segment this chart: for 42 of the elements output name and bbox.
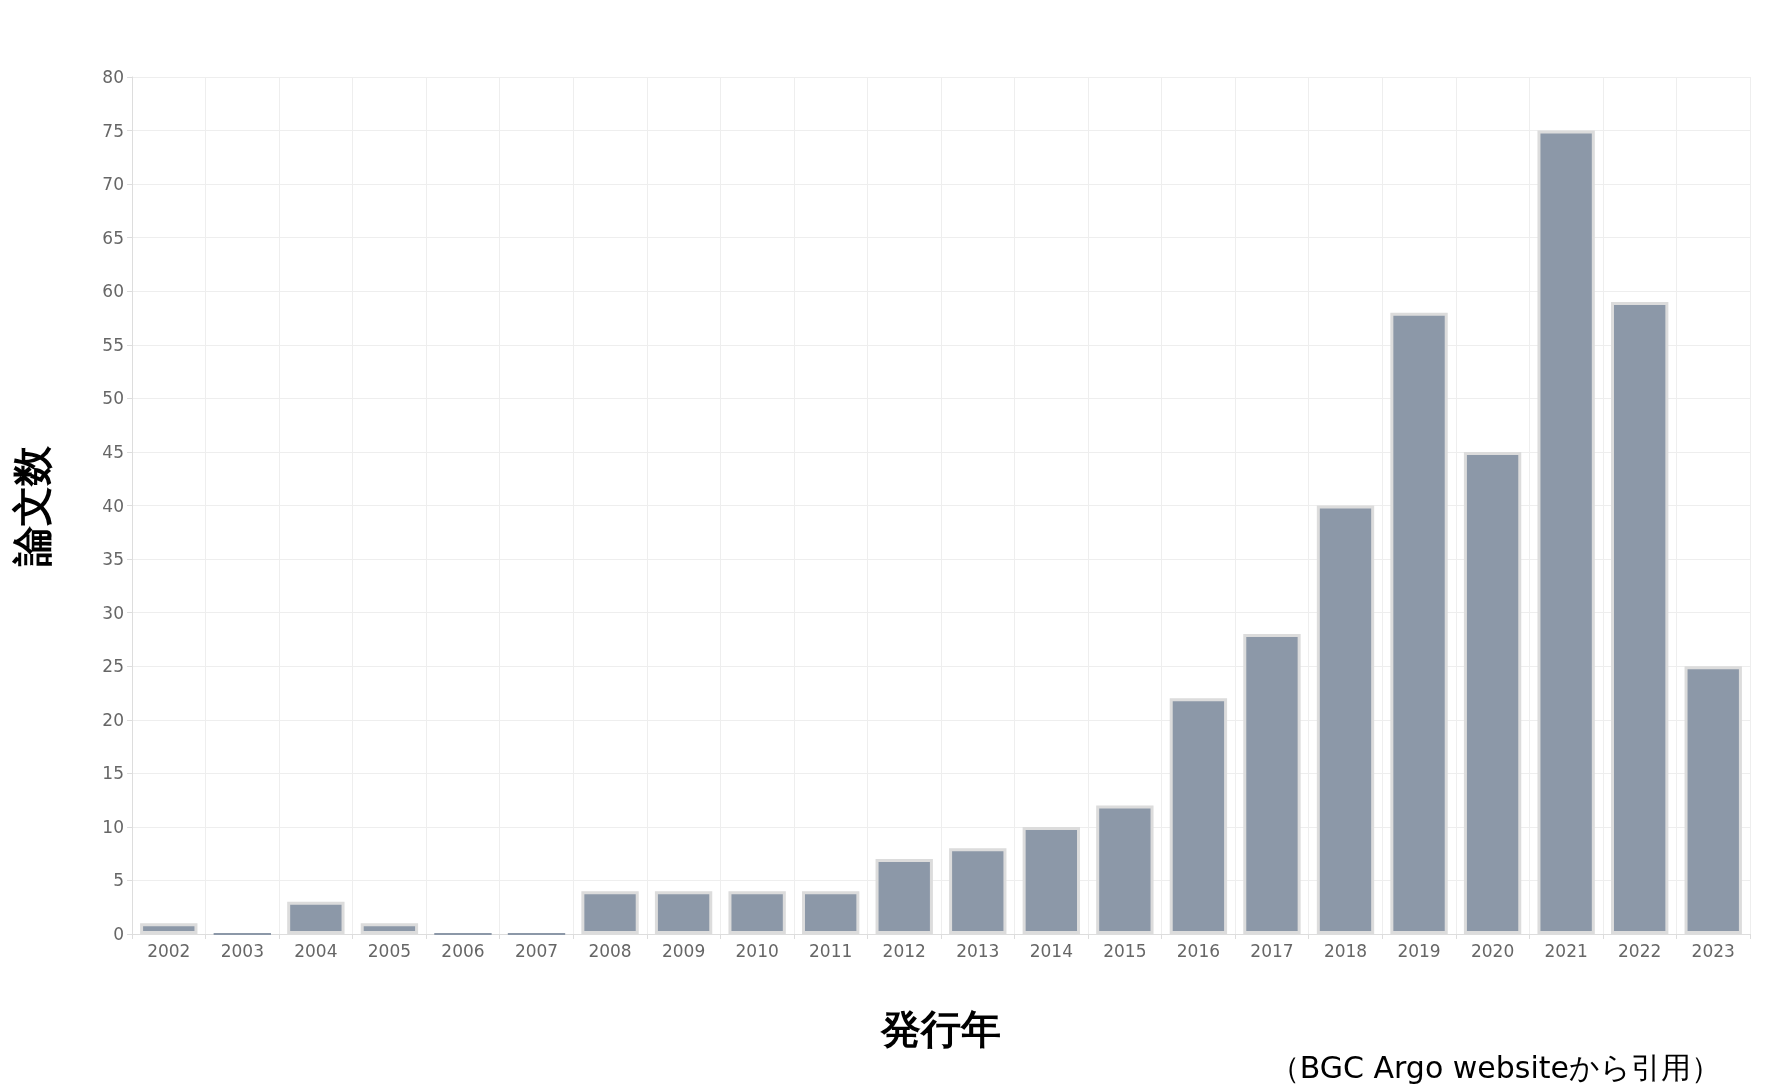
y-tick-label: 65 bbox=[102, 227, 124, 248]
x-axis-title: 発行年 bbox=[880, 1006, 1001, 1052]
y-tick-label: 75 bbox=[102, 120, 124, 141]
x-tick-label: 2022 bbox=[1618, 940, 1662, 961]
x-tick-label: 2014 bbox=[1029, 940, 1073, 961]
y-tick-label: 10 bbox=[102, 816, 124, 837]
x-tick-label: 2010 bbox=[735, 940, 779, 961]
x-tick-label: 2004 bbox=[294, 940, 338, 961]
y-tick-label: 35 bbox=[102, 549, 124, 570]
y-tick-label: 45 bbox=[102, 441, 124, 462]
text: （BGC Argo websiteから引用） bbox=[1269, 1049, 1722, 1085]
y-tick-label: 5 bbox=[113, 870, 124, 891]
y-tick-label: 80 bbox=[102, 67, 124, 87]
x-tick-label: 2016 bbox=[1176, 940, 1221, 961]
y-tick-label: 20 bbox=[102, 709, 124, 730]
x-tick-label: 2013 bbox=[956, 940, 1000, 961]
x-tick-label: 2015 bbox=[1103, 940, 1147, 961]
x-tick-label: 2009 bbox=[661, 940, 706, 961]
x-tick-label: 2008 bbox=[588, 940, 632, 961]
x-tick-label: 2006 bbox=[441, 940, 485, 961]
y-tick-label: 30 bbox=[102, 602, 124, 623]
y-axis-title: 論文数 bbox=[9, 444, 55, 567]
x-tick-label: 2020 bbox=[1470, 940, 1515, 961]
y-tick-label: 0 bbox=[113, 924, 124, 944]
x-tick-label: 2012 bbox=[882, 940, 926, 961]
x-tick-label: 2011 bbox=[809, 940, 853, 961]
y-tick-label: 15 bbox=[102, 763, 124, 784]
x-tick-label: 2003 bbox=[220, 940, 264, 961]
y-tick-label: 55 bbox=[102, 334, 124, 355]
x-tick-label: 2018 bbox=[1323, 940, 1368, 961]
x-tick-label: 2021 bbox=[1544, 940, 1588, 961]
x-tick-label: 2005 bbox=[367, 940, 412, 961]
y-tick-label: 25 bbox=[102, 656, 124, 677]
y-tick-label: 40 bbox=[102, 495, 124, 516]
x-tick-label: 2019 bbox=[1397, 940, 1441, 961]
y-tick-label: 50 bbox=[102, 388, 124, 409]
x-tick-label: 2023 bbox=[1691, 940, 1735, 961]
x-tick-label: 2017 bbox=[1250, 940, 1294, 961]
y-tick-label: 60 bbox=[102, 281, 124, 302]
y-tick-label: 70 bbox=[102, 174, 124, 195]
x-tick-label: 2007 bbox=[514, 940, 559, 961]
x-tick-label: 2002 bbox=[147, 940, 191, 961]
